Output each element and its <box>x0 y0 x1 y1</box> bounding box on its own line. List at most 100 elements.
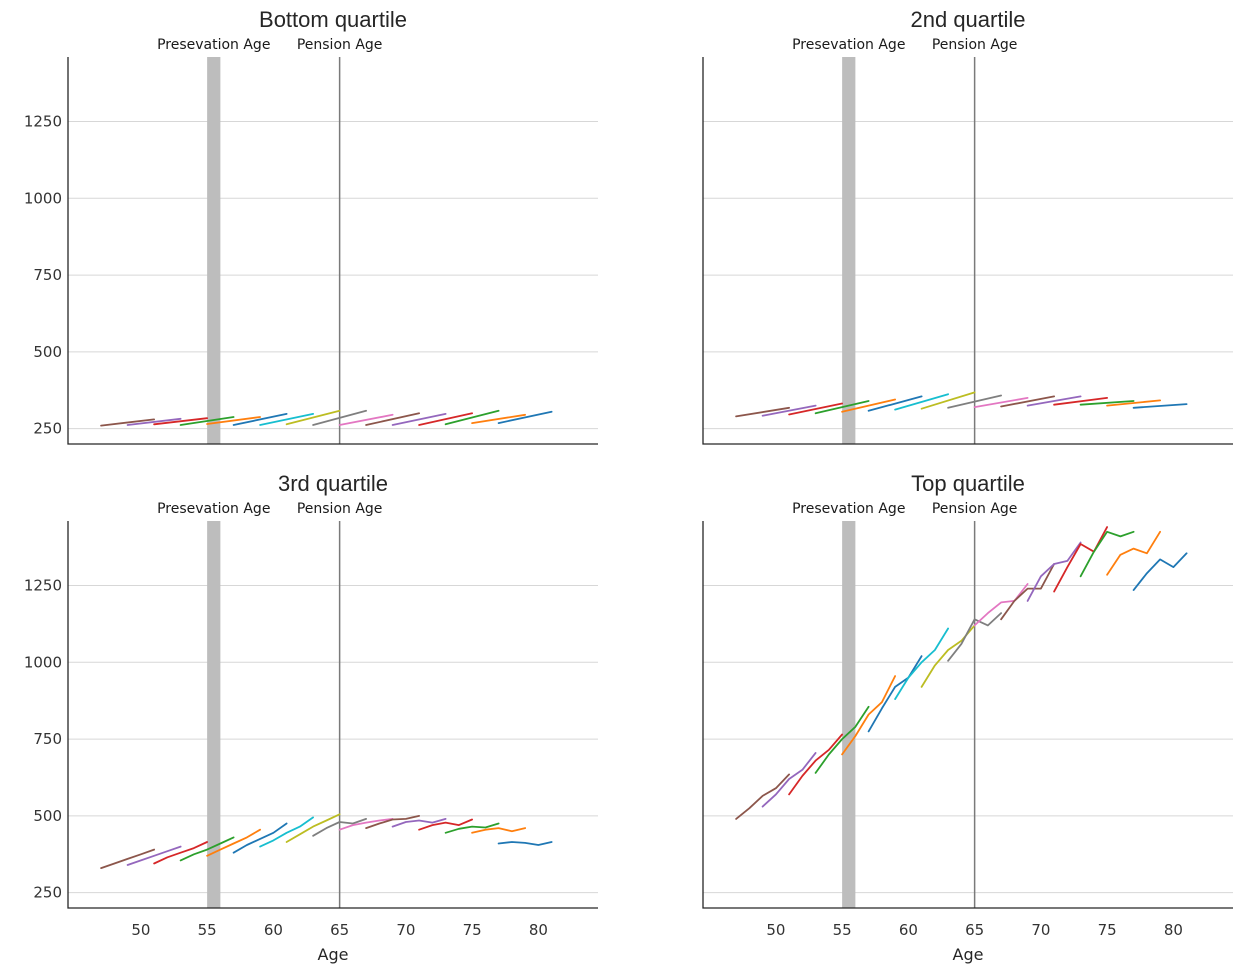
series-line-2 <box>126 417 182 426</box>
series-line-11 <box>365 412 421 426</box>
x-tick-label: 80 <box>529 921 548 939</box>
axis-spine <box>67 57 598 445</box>
series-line-11 <box>1000 563 1055 621</box>
series-line-1 <box>735 406 790 418</box>
series-line-14 <box>1079 400 1135 406</box>
series-line-9 <box>312 409 368 426</box>
x-tick-label: 50 <box>131 921 150 939</box>
series-line-10 <box>338 818 394 831</box>
series-line-10 <box>973 583 1029 627</box>
series-line-7 <box>259 412 315 426</box>
series-line-16 <box>497 841 553 846</box>
series-line-2 <box>761 404 817 417</box>
panel-title: 2nd quartile <box>911 7 1026 32</box>
x-tick-label: 50 <box>766 921 785 939</box>
y-tick-label: 1000 <box>24 189 62 207</box>
series-line-4 <box>179 836 235 862</box>
preservation-age-label: Presevation Age <box>157 501 270 517</box>
x-tick-label: 60 <box>264 921 283 939</box>
series-line-9 <box>947 612 1002 662</box>
preservation-age-band <box>207 521 221 908</box>
series-line-2 <box>761 752 817 808</box>
pension-age-label: Pension Age <box>297 37 383 53</box>
series-line-14 <box>444 822 500 834</box>
x-tick-label: 55 <box>198 921 217 939</box>
series-line-8 <box>920 391 976 410</box>
x-tick-label: 80 <box>1164 921 1183 939</box>
series-line-13 <box>1053 526 1108 593</box>
chart-panel-3: Presevation Age Pension Age 3rd quartile 25… <box>24 471 598 964</box>
series-line-9 <box>312 818 368 837</box>
x-tick-label: 60 <box>899 921 918 939</box>
x-tick-label: 70 <box>396 921 415 939</box>
series-line-3 <box>153 417 209 426</box>
series-line-10 <box>338 413 394 426</box>
series-line-1 <box>100 848 156 869</box>
y-tick-label: 750 <box>33 730 62 748</box>
series-line-3 <box>788 733 843 796</box>
series-line-3 <box>788 402 843 416</box>
series-line-4 <box>814 400 870 415</box>
chart-panel-4: Presevation Age Pension Age Top quartile 50… <box>702 471 1233 964</box>
series-line-14 <box>1079 530 1135 578</box>
series-line-16 <box>1132 552 1188 591</box>
series-line-13 <box>1053 396 1108 406</box>
x-tick-label: 55 <box>833 921 852 939</box>
series-line-7 <box>894 393 949 411</box>
x-tick-label: 65 <box>330 921 349 939</box>
series-line-6 <box>867 655 923 733</box>
series-line-5 <box>841 675 896 756</box>
series-line-6 <box>867 395 923 412</box>
x-axis-label: Age <box>318 945 349 964</box>
pension-age-label: Pension Age <box>932 501 1018 517</box>
series-line-11 <box>365 815 421 829</box>
series-line-5 <box>206 416 262 425</box>
y-tick-label: 250 <box>33 884 62 902</box>
series-line-1 <box>735 773 790 820</box>
preservation-age-label: Presevation Age <box>157 37 270 53</box>
series-line-4 <box>814 705 870 774</box>
series-line-16 <box>1132 403 1188 409</box>
series-line-8 <box>285 813 341 843</box>
x-tick-label: 70 <box>1031 921 1050 939</box>
series-line-4 <box>179 416 235 426</box>
pension-age-label: Pension Age <box>297 501 383 517</box>
axis-spine <box>702 521 1233 909</box>
series-line-3 <box>153 841 209 865</box>
series-line-12 <box>391 818 447 828</box>
y-tick-label: 500 <box>33 343 62 361</box>
series-line-12 <box>391 412 447 426</box>
series-line-1 <box>100 418 156 427</box>
x-axis-label: Age <box>953 945 984 964</box>
series-line-5 <box>841 398 896 413</box>
series-line-15 <box>1106 530 1161 576</box>
preservation-age-band <box>842 57 856 444</box>
axis-spine <box>702 57 1233 445</box>
series-line-12 <box>1026 541 1082 602</box>
series-line-15 <box>471 827 526 834</box>
series-line-2 <box>126 845 182 866</box>
y-tick-label: 250 <box>33 420 62 438</box>
panel-title: Bottom quartile <box>259 7 407 32</box>
y-tick-label: 1250 <box>24 577 62 595</box>
series-line-13 <box>418 412 474 426</box>
y-tick-label: 1250 <box>24 113 62 131</box>
preservation-age-band <box>207 57 221 444</box>
series-line-7 <box>894 627 949 700</box>
series-line-11 <box>1000 395 1055 408</box>
x-tick-label: 65 <box>965 921 984 939</box>
series-line-7 <box>259 816 315 848</box>
x-tick-label: 75 <box>463 921 482 939</box>
preservation-age-label: Presevation Age <box>792 501 905 517</box>
series-line-12 <box>1026 395 1082 407</box>
series-line-5 <box>206 828 262 857</box>
pension-age-label: Pension Age <box>932 37 1018 53</box>
chart-panel-1: Presevation Age Pension Age Bottom quartil… <box>24 7 598 445</box>
y-tick-label: 500 <box>33 807 62 825</box>
series-line-6 <box>232 412 288 426</box>
series-line-15 <box>471 413 526 425</box>
panel-title: Top quartile <box>911 471 1025 496</box>
preservation-age-band <box>842 521 856 908</box>
y-tick-label: 750 <box>33 266 62 284</box>
